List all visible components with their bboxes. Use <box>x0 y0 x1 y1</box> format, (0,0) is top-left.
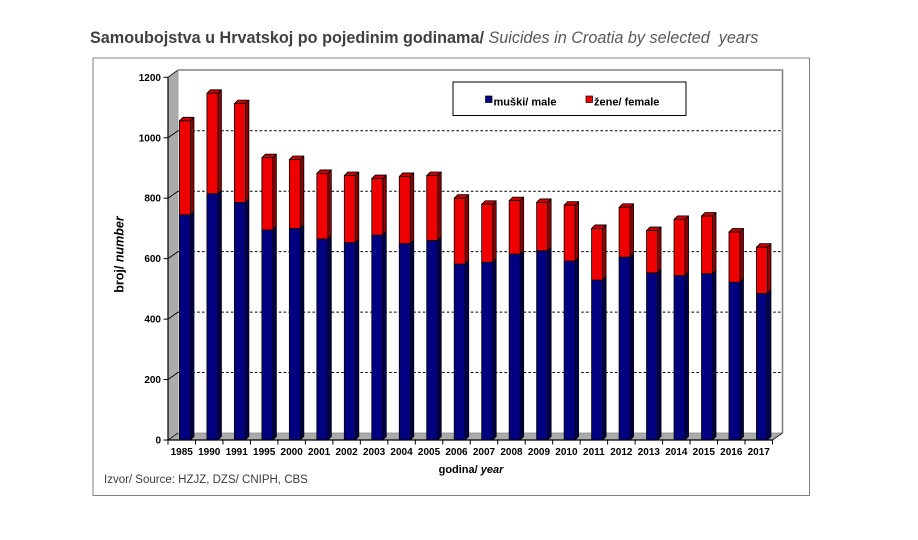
svg-text:1200: 1200 <box>139 73 162 84</box>
svg-text:2013: 2013 <box>638 447 661 458</box>
svg-text:2010: 2010 <box>555 447 578 458</box>
svg-text:2001: 2001 <box>308 447 331 458</box>
svg-text:2017: 2017 <box>748 447 771 458</box>
svg-text:2009: 2009 <box>528 447 551 458</box>
svg-text:broj/ number: broj/ number <box>113 215 127 293</box>
svg-text:2002: 2002 <box>335 447 358 458</box>
svg-text:2016: 2016 <box>720 447 743 458</box>
svg-text:1985: 1985 <box>171 447 194 458</box>
svg-text:2003: 2003 <box>363 447 386 458</box>
svg-text:200: 200 <box>144 375 161 386</box>
svg-text:žene/ female: žene/ female <box>594 97 659 109</box>
svg-text:2008: 2008 <box>500 447 523 458</box>
svg-text:Izvor/ Source: HZJZ, DZS/ CNIP: Izvor/ Source: HZJZ, DZS/ CNIPH, CBS <box>104 474 308 486</box>
svg-text:1000: 1000 <box>139 133 162 144</box>
svg-text:muški/ male: muški/ male <box>494 97 557 109</box>
svg-text:1990: 1990 <box>198 447 221 458</box>
svg-text:0: 0 <box>155 436 161 447</box>
svg-text:2011: 2011 <box>583 447 605 458</box>
svg-text:2006: 2006 <box>445 447 468 458</box>
svg-text:800: 800 <box>144 194 161 205</box>
svg-text:godina/ year: godina/ year <box>439 464 505 476</box>
svg-text:2015: 2015 <box>693 447 716 458</box>
svg-text:2014: 2014 <box>665 447 688 458</box>
svg-text:600: 600 <box>144 254 161 265</box>
svg-text:2000: 2000 <box>281 447 304 458</box>
svg-text:2005: 2005 <box>418 447 441 458</box>
svg-text:2012: 2012 <box>610 447 633 458</box>
svg-text:1991: 1991 <box>226 447 249 458</box>
svg-text:2007: 2007 <box>473 447 496 458</box>
svg-text:1995: 1995 <box>253 447 276 458</box>
svg-text:400: 400 <box>144 315 161 326</box>
svg-text:2004: 2004 <box>390 447 413 458</box>
svg-text:Samoubojstva u Hrvatskoj po po: Samoubojstva u Hrvatskoj po pojedinim go… <box>90 29 758 47</box>
